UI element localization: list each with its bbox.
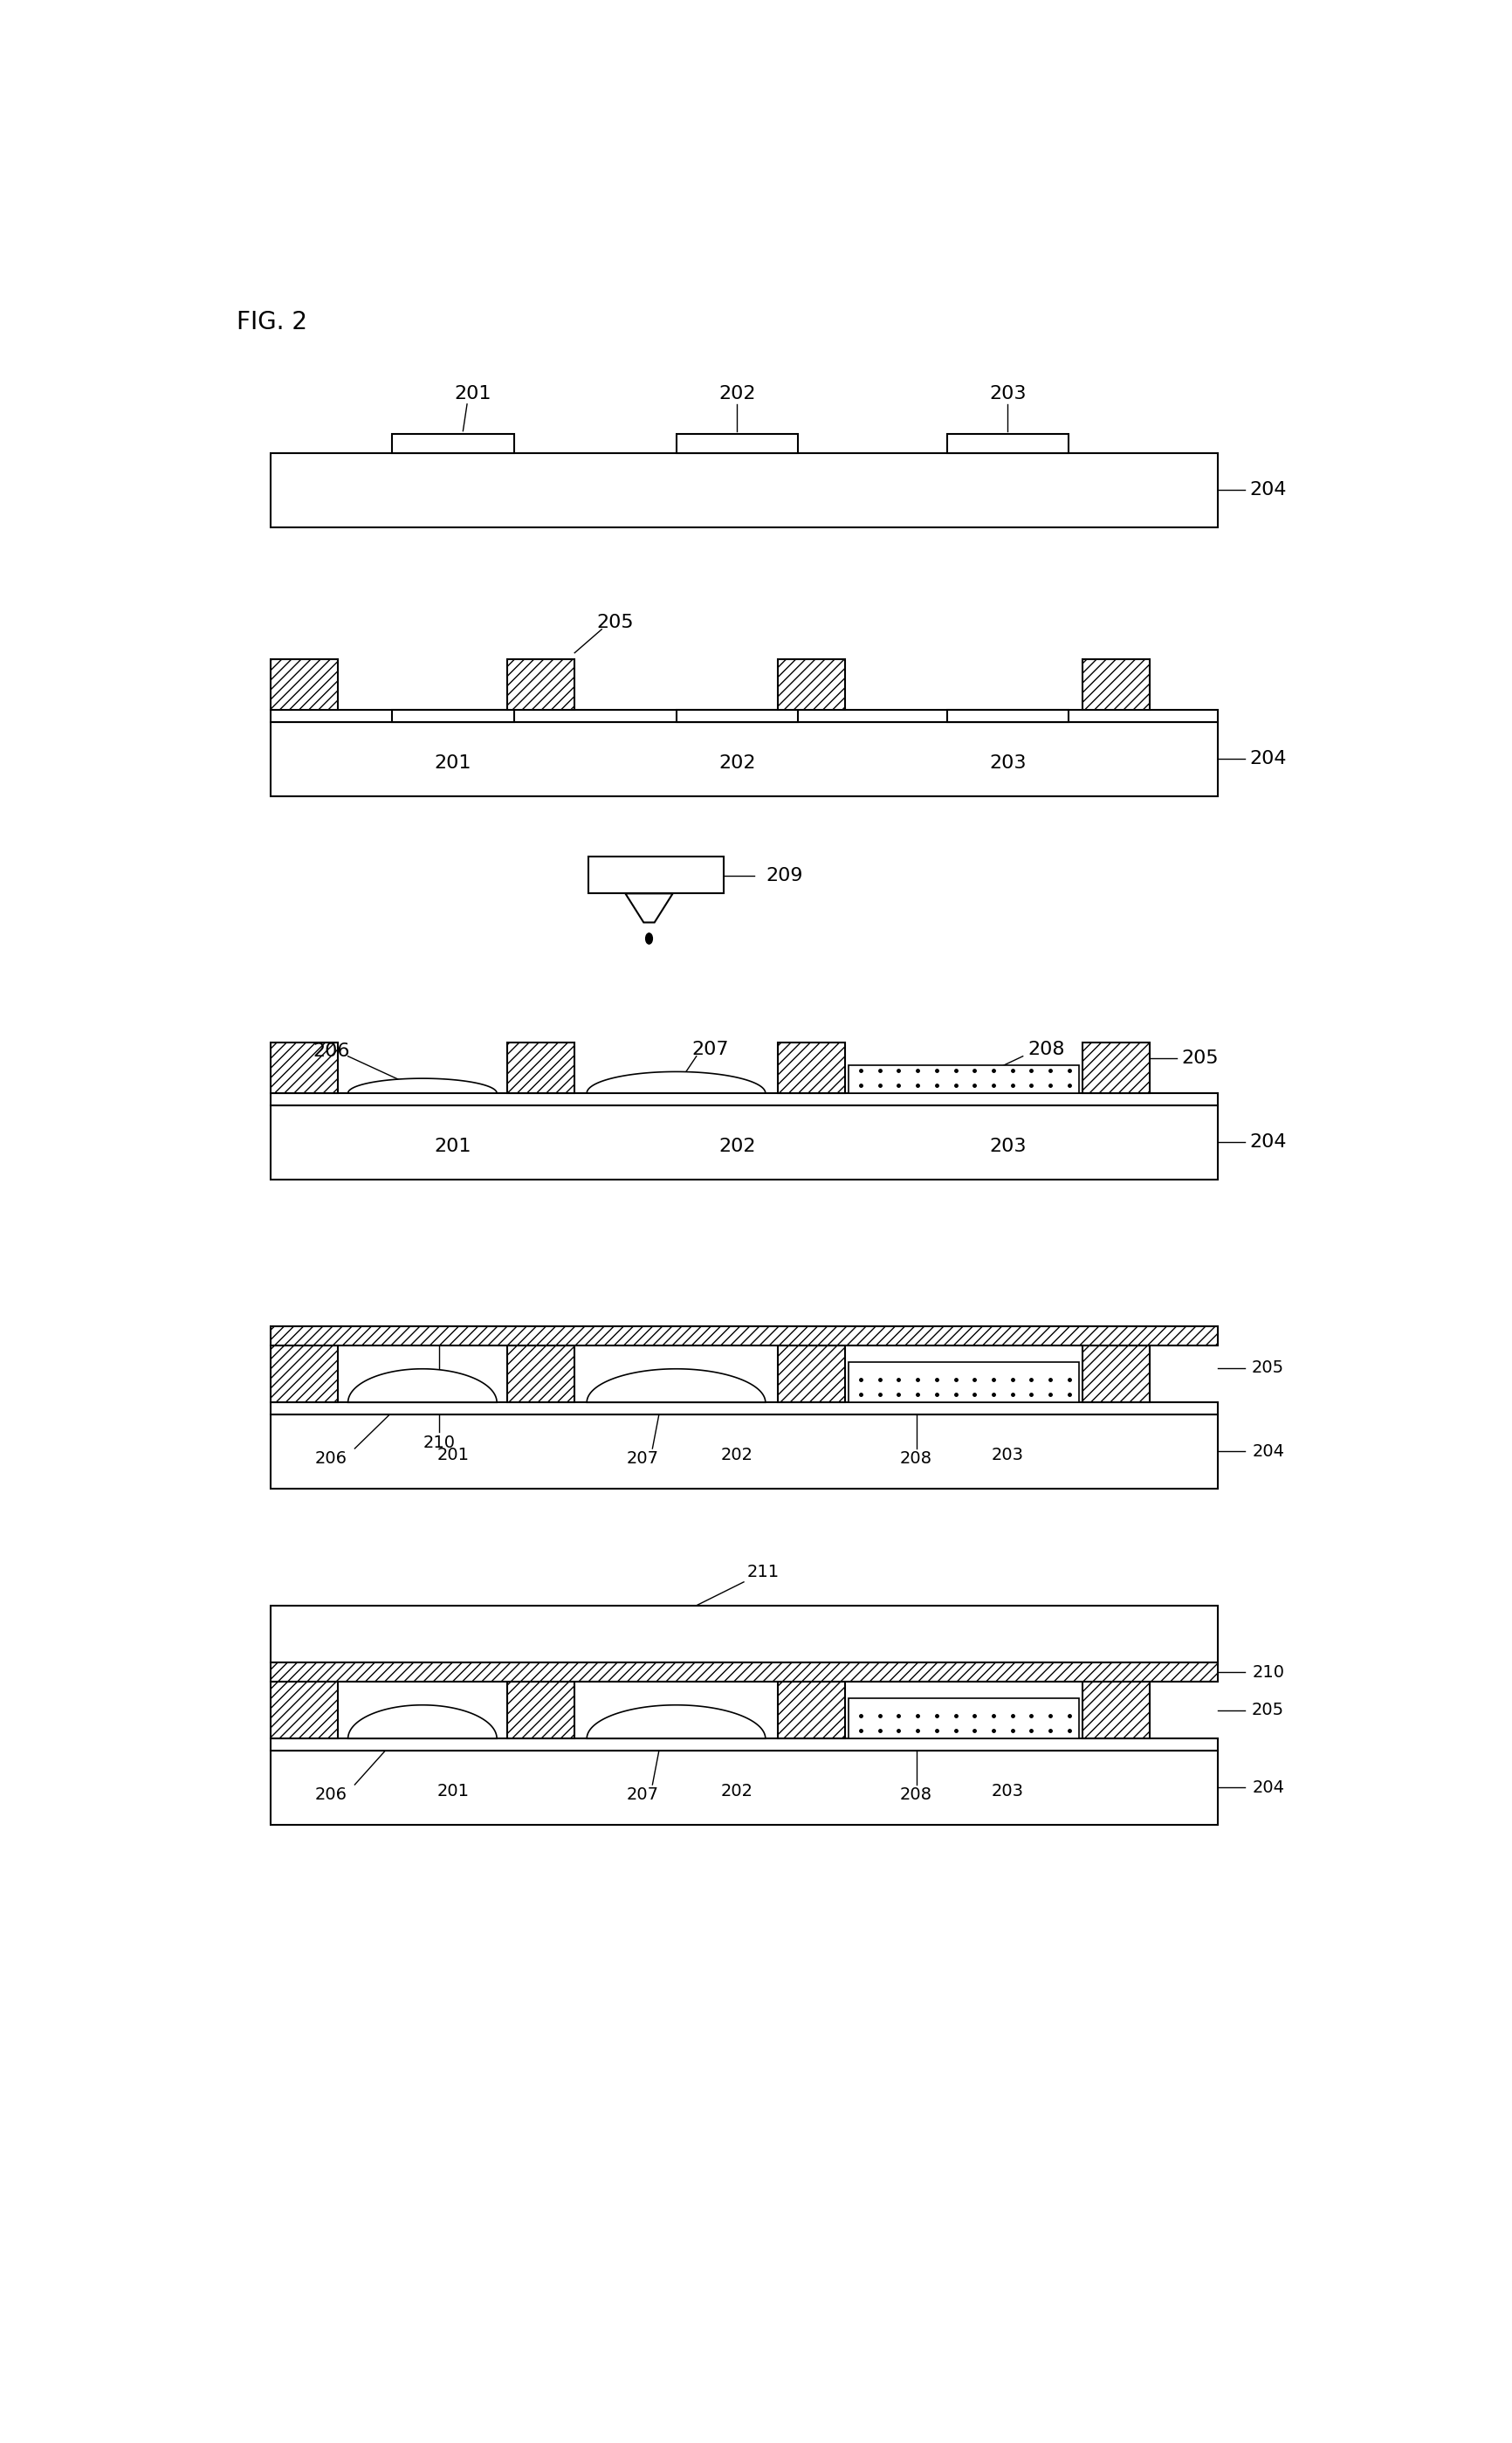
Bar	[777, 1346, 845, 1402]
Text: 201: 201	[437, 1446, 469, 1463]
Text: 201: 201	[437, 1783, 469, 1800]
Text: 207: 207	[626, 1786, 658, 1803]
Text: 201: 201	[434, 755, 472, 772]
Text: 206: 206	[313, 1043, 349, 1060]
Bar	[507, 1681, 575, 1739]
Text: 205: 205	[1252, 1361, 1284, 1375]
Text: 202: 202	[718, 755, 756, 772]
Bar	[271, 1104, 1217, 1180]
Bar	[271, 1043, 337, 1092]
Bar	[507, 1346, 575, 1402]
Text: 202: 202	[721, 1446, 753, 1463]
Polygon shape	[587, 1368, 765, 1402]
Text: 211: 211	[747, 1564, 779, 1581]
Bar	[676, 435, 798, 452]
Text: 206: 206	[314, 1451, 348, 1466]
Text: 206: 206	[314, 1786, 348, 1803]
Text: 210: 210	[423, 1434, 455, 1451]
Text: 208: 208	[900, 1451, 933, 1466]
Text: 202: 202	[718, 1138, 756, 1156]
Text: 208: 208	[1028, 1041, 1064, 1058]
Bar	[392, 711, 514, 723]
Bar	[676, 711, 798, 723]
Text: 204: 204	[1249, 481, 1287, 498]
Polygon shape	[587, 1072, 765, 1092]
Bar	[271, 660, 337, 711]
Text: 202: 202	[721, 1783, 753, 1800]
Bar	[1083, 1346, 1149, 1402]
Bar	[271, 1605, 1217, 1664]
Bar	[1083, 1681, 1149, 1739]
Bar	[271, 1346, 337, 1402]
Bar	[271, 1752, 1217, 1825]
Text: 208: 208	[900, 1786, 933, 1803]
Bar	[1083, 1043, 1149, 1092]
Bar	[271, 452, 1217, 528]
Text: 205: 205	[1182, 1048, 1219, 1068]
Text: 203: 203	[989, 386, 1027, 403]
Text: 204: 204	[1252, 1444, 1284, 1461]
Polygon shape	[348, 1077, 497, 1092]
Text: 201: 201	[455, 386, 491, 403]
Polygon shape	[348, 1368, 497, 1402]
Text: 204: 204	[1252, 1779, 1284, 1796]
Text: 209: 209	[765, 867, 803, 884]
Bar	[271, 711, 1217, 723]
Bar	[271, 1402, 1217, 1414]
Text: 207: 207	[626, 1451, 658, 1466]
Bar	[392, 435, 514, 452]
Bar	[777, 1681, 845, 1739]
Polygon shape	[348, 1705, 497, 1739]
Bar	[271, 1739, 1217, 1752]
Bar	[271, 1681, 337, 1739]
Text: 205: 205	[597, 613, 634, 630]
Bar	[848, 1363, 1078, 1402]
Text: 203: 203	[989, 755, 1027, 772]
Bar	[271, 1664, 1217, 1681]
Text: 205: 205	[1252, 1703, 1284, 1717]
Text: 203: 203	[989, 1138, 1027, 1156]
Text: 204: 204	[1249, 750, 1287, 767]
Text: 201: 201	[434, 1138, 472, 1156]
Ellipse shape	[646, 933, 653, 943]
Text: FIG. 2: FIG. 2	[236, 310, 307, 335]
Text: 204: 204	[1249, 1134, 1287, 1151]
Text: 203: 203	[992, 1783, 1024, 1800]
Bar	[848, 1065, 1078, 1092]
Text: 207: 207	[691, 1041, 729, 1058]
Bar	[271, 1092, 1217, 1104]
Polygon shape	[626, 894, 673, 923]
Bar	[271, 1414, 1217, 1488]
Bar	[848, 1698, 1078, 1739]
Bar	[507, 660, 575, 711]
Bar	[1083, 660, 1149, 711]
Bar	[947, 435, 1069, 452]
Text: 203: 203	[992, 1446, 1024, 1463]
Bar	[947, 711, 1069, 723]
Text: 210: 210	[1252, 1664, 1284, 1681]
Bar	[271, 1327, 1217, 1346]
Polygon shape	[587, 1705, 765, 1739]
Bar	[588, 857, 723, 894]
Bar	[777, 1043, 845, 1092]
Bar	[271, 723, 1217, 796]
Bar	[507, 1043, 575, 1092]
Bar	[777, 660, 845, 711]
Text: 202: 202	[718, 386, 756, 403]
